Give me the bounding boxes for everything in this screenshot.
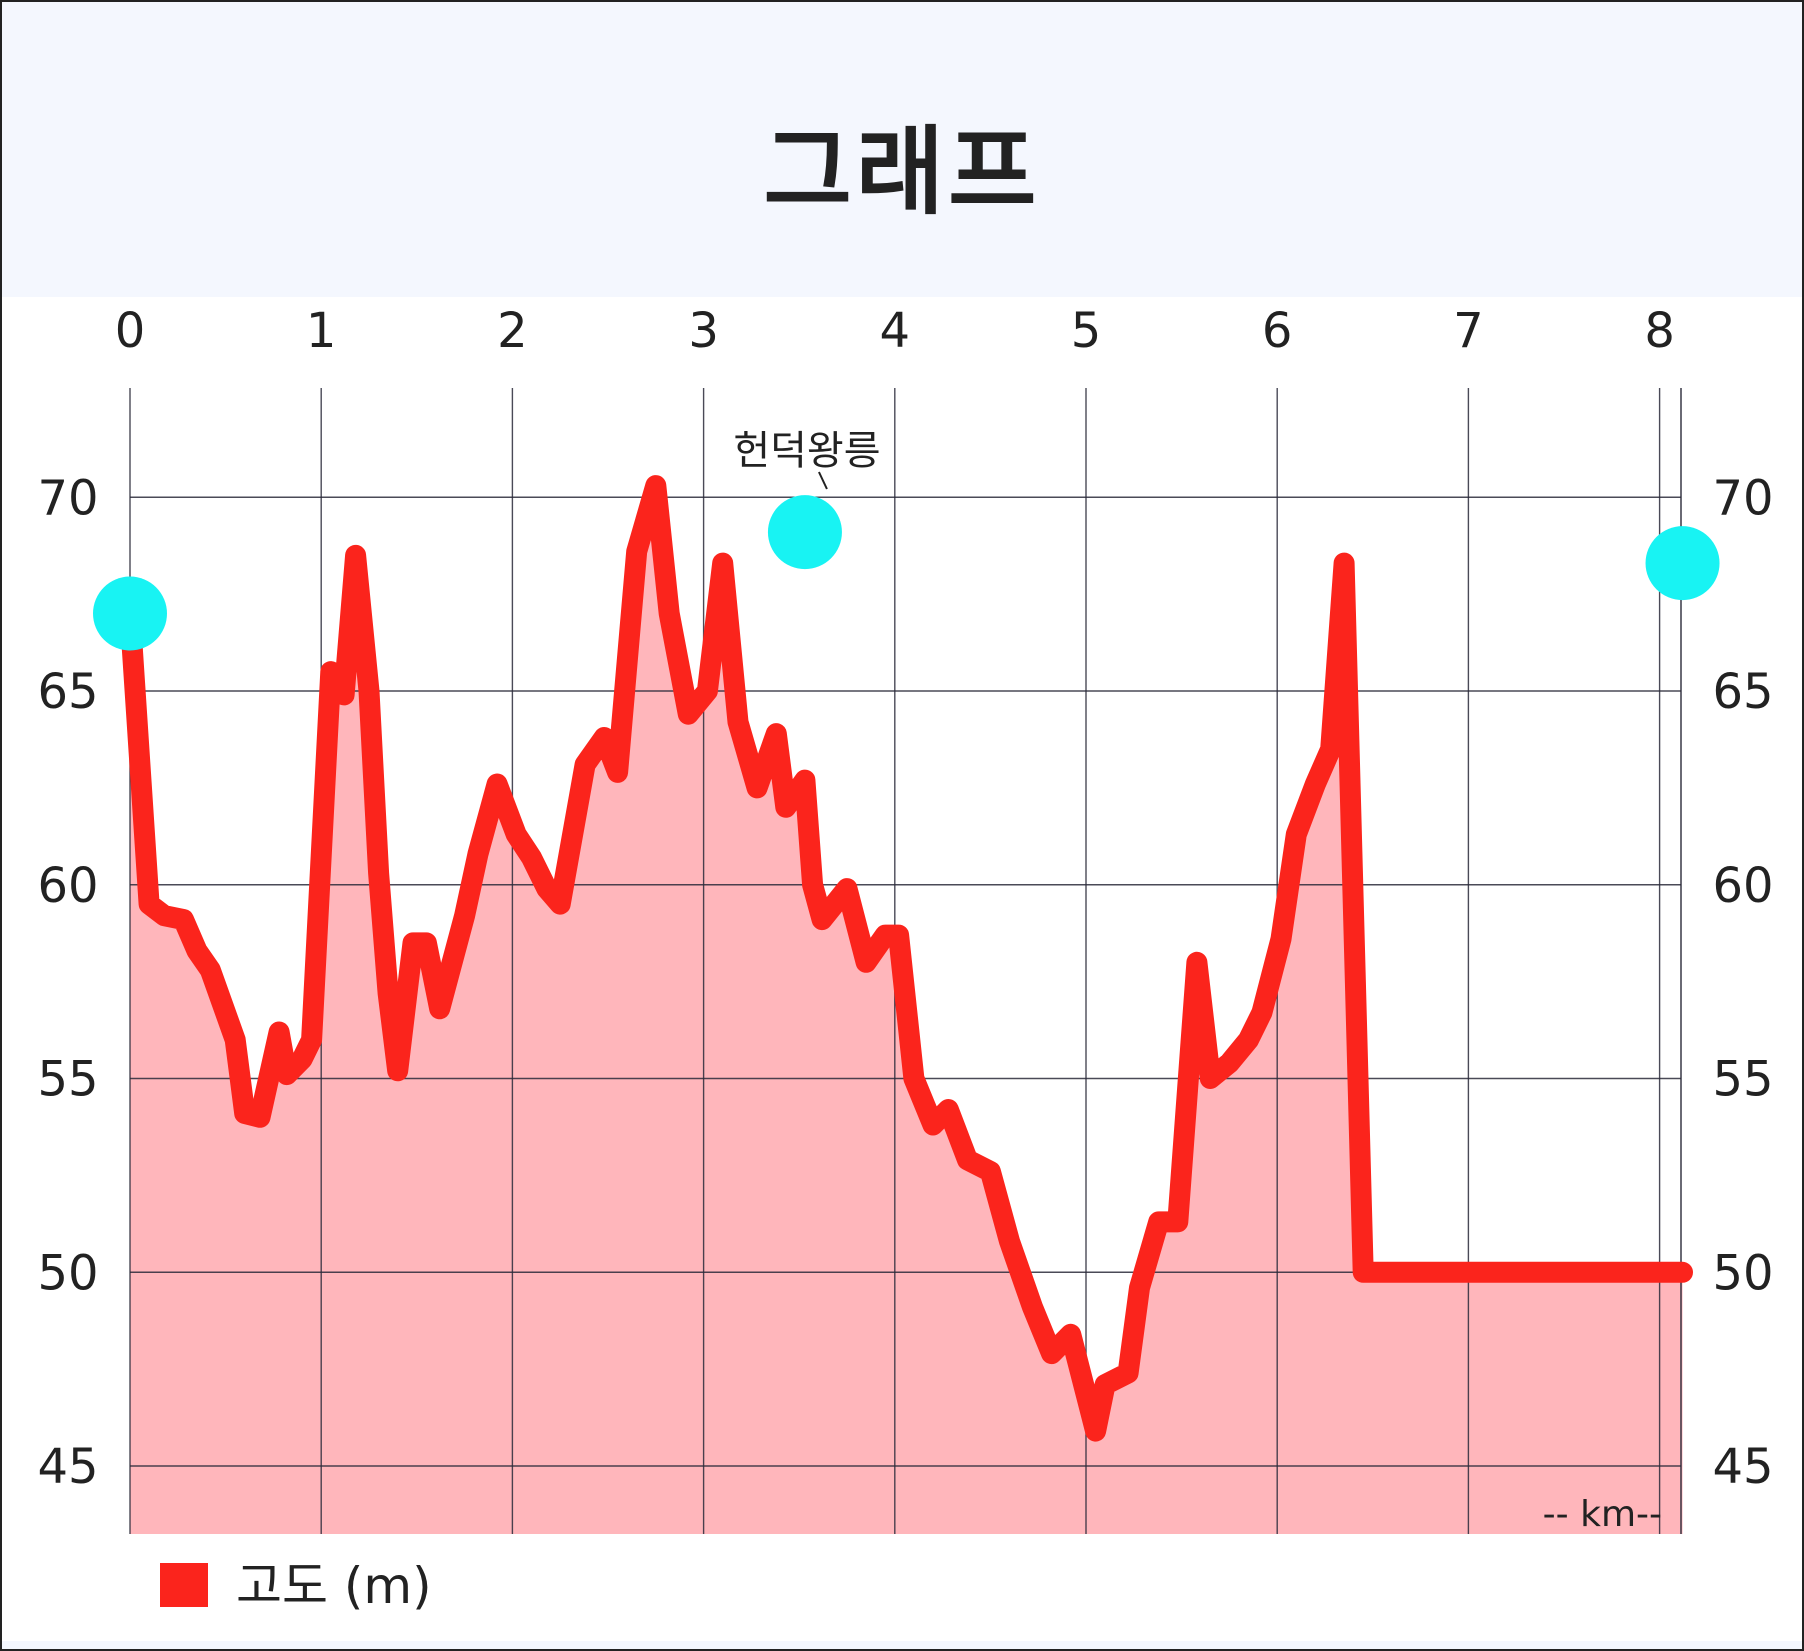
legend: 고도 (m) [160,1557,432,1615]
x-tick-label: 8 [1644,303,1675,359]
waypoint-marker [93,576,167,651]
y-tick-label-left: 50 [37,1245,98,1301]
x-tick-label: 6 [1262,303,1293,359]
y-tick-label-right: 65 [1712,664,1773,720]
footer-strip [2,1641,1802,1649]
y-tick-label-right: 70 [1712,470,1773,526]
header-bar: 그래프 [2,2,1802,297]
y-tick-label-left: 45 [37,1439,98,1495]
legend-label: 고도 (m) [236,1557,432,1615]
y-tick-label-right: 60 [1712,858,1773,914]
y-tick-label-right: 50 [1712,1245,1773,1301]
annotation-leader [818,471,828,490]
x-tick-label: 3 [688,303,719,359]
waypoint-marker [1645,526,1720,601]
y-tick-label-left: 70 [37,470,98,526]
x-tick-label: 7 [1453,303,1484,359]
elevation-line [119,475,1693,1442]
x-tick-label: 0 [115,303,146,359]
y-tick-label-right: 55 [1712,1052,1773,1108]
y-tick-label-left: 65 [37,664,98,720]
page-title: 그래프 [763,116,1041,228]
annotation-label: 헌덕왕릉 [733,428,880,474]
x-unit-label: -- km-- [1543,1494,1662,1535]
x-tick-label: 4 [880,303,911,359]
y-tick-label-right: 45 [1712,1439,1773,1495]
x-tick-label: 1 [306,303,337,359]
series-line-layer [119,475,1693,1442]
marker-layer [93,495,1720,651]
y-tick-label-left: 55 [37,1052,98,1108]
y-tick-label-left: 60 [37,858,98,914]
waypoint-marker [767,495,842,570]
x-tick-label: 2 [497,303,528,359]
legend-swatch [160,1563,208,1607]
x-tick-label: 5 [1071,303,1102,359]
